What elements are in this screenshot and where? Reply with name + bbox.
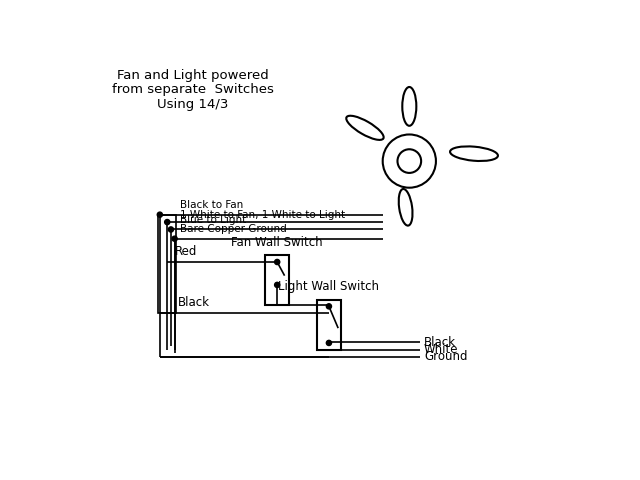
Text: Using 14/3: Using 14/3	[157, 98, 228, 111]
Circle shape	[275, 259, 280, 264]
Circle shape	[172, 236, 177, 241]
Text: Black: Black	[424, 336, 456, 348]
Circle shape	[168, 227, 173, 232]
Bar	[265, 255, 289, 305]
Circle shape	[326, 340, 332, 346]
Bar	[158, 215, 177, 312]
Bar	[317, 300, 341, 349]
Text: Bare Copper Ground: Bare Copper Ground	[180, 224, 287, 234]
Circle shape	[326, 304, 332, 309]
Text: Black: Black	[179, 296, 211, 309]
Text: Ground: Ground	[424, 350, 468, 363]
Text: from separate  Switches: from separate Switches	[112, 84, 274, 96]
Text: Blue to Light: Blue to Light	[180, 215, 246, 225]
Text: Fan and Light powered: Fan and Light powered	[117, 69, 269, 82]
Text: Black to Fan: Black to Fan	[180, 200, 243, 210]
Text: 1 White to Fan, 1 White to Light: 1 White to Fan, 1 White to Light	[180, 210, 346, 220]
Text: Fan Wall Switch: Fan Wall Switch	[232, 236, 323, 249]
Text: Light Wall Switch: Light Wall Switch	[278, 280, 380, 293]
Text: White: White	[424, 343, 459, 356]
Circle shape	[275, 282, 280, 288]
Circle shape	[164, 219, 170, 225]
Circle shape	[157, 212, 163, 217]
Text: Red: Red	[175, 244, 197, 258]
